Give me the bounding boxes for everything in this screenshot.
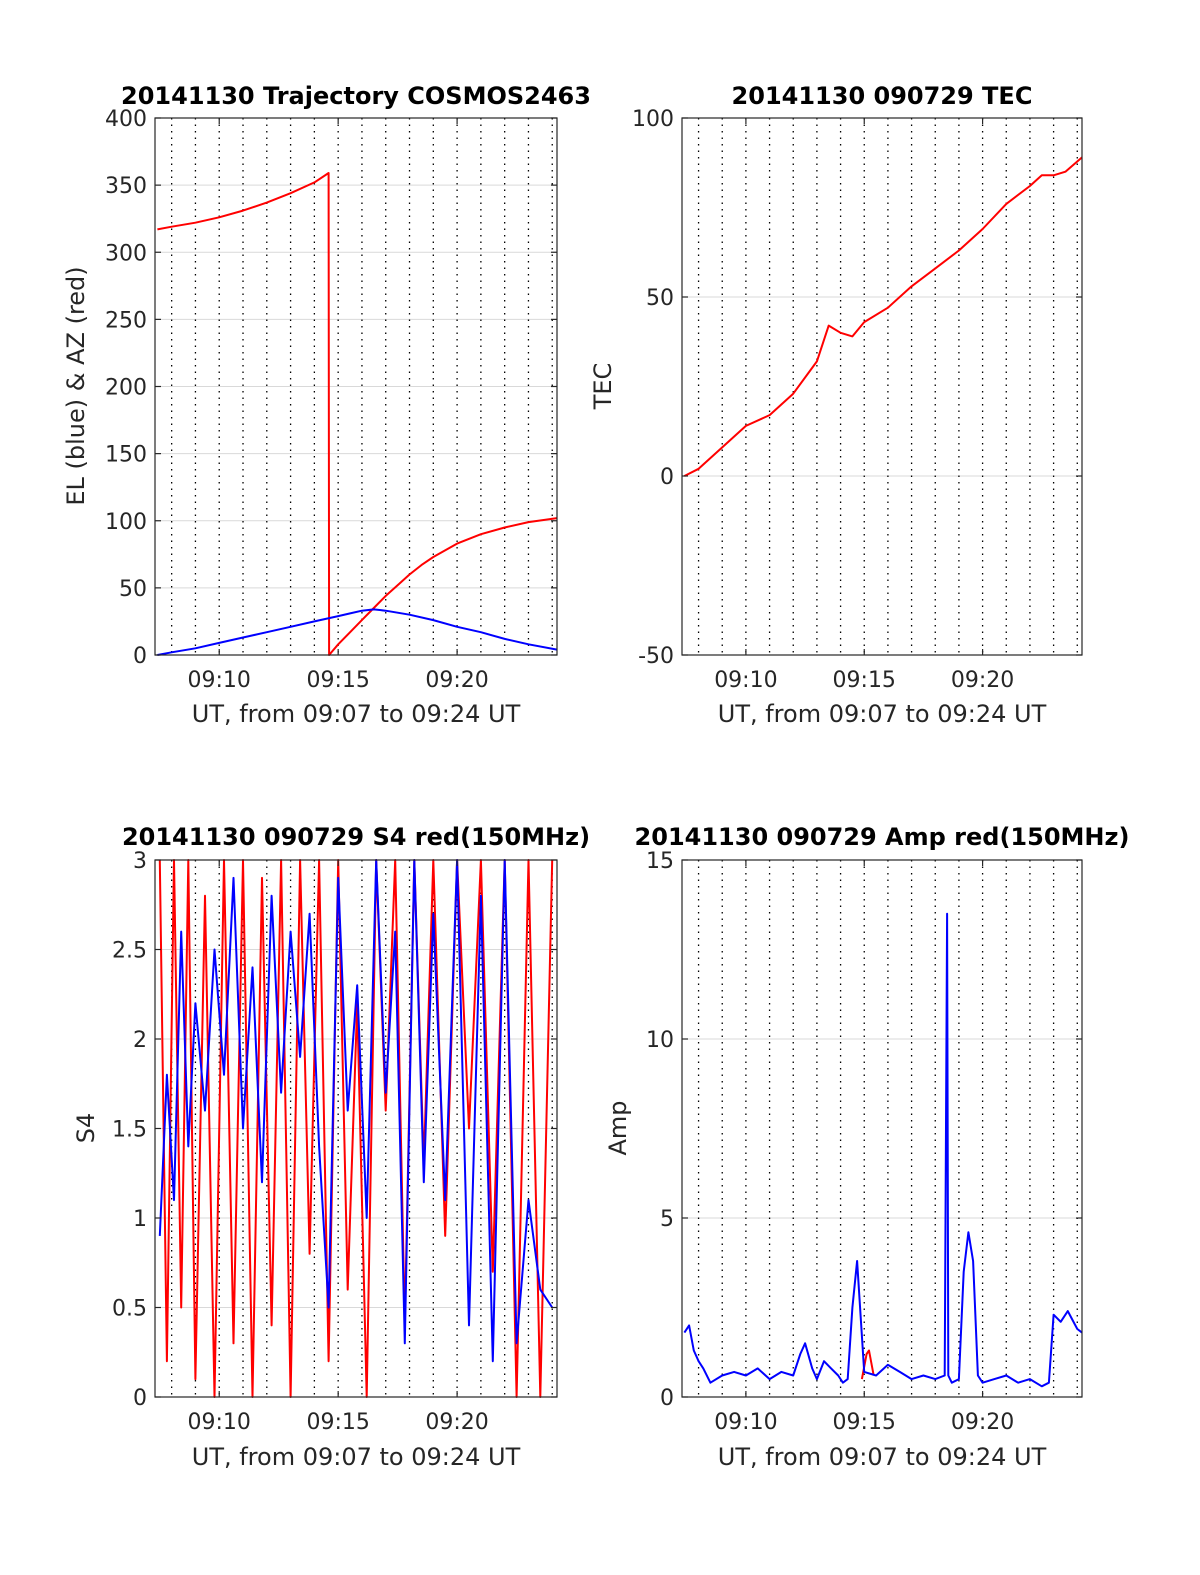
amp-ytick-label: 10 <box>646 1028 674 1053</box>
amp-ylabel: Amp <box>604 1100 632 1155</box>
amp-panel: 20141130 090729 Amp red(150MHz) UT, from… <box>604 823 1129 1471</box>
trajectory-ytick-label: 200 <box>105 376 147 401</box>
tec-ytick-label: 0 <box>660 465 674 490</box>
tec-series-a-line <box>683 156 1083 477</box>
trajectory-ytick-label: 150 <box>105 443 147 468</box>
s4-xtick-label: 09:15 <box>306 1410 369 1435</box>
s4-ytick-label: 0.5 <box>112 1297 147 1322</box>
trajectory-ytick-label: 250 <box>105 308 147 333</box>
tec-ytick-label: 100 <box>632 107 674 132</box>
tec-xlabel: UT, from 09:07 to 09:24 UT <box>718 700 1047 728</box>
s4-panel: 20141130 090729 S4 red(150MHz) UT, from … <box>72 823 590 1471</box>
s4-ylabel: S4 <box>72 1113 100 1144</box>
tec-xtick-label: 09:10 <box>714 668 777 693</box>
tec-ytick-label: -50 <box>638 644 674 669</box>
trajectory-ylabel: EL (blue) & AZ (red) <box>62 266 90 505</box>
trajectory-ytick-label: 350 <box>105 174 147 199</box>
trajectory-xtick-label: 09:20 <box>425 668 488 693</box>
trajectory-ytick-label: 100 <box>105 510 147 535</box>
trajectory-xtick-label: 09:10 <box>188 668 251 693</box>
amp-series-b-line <box>683 912 1083 1388</box>
trajectory-series-a-line <box>157 172 558 656</box>
trajectory-ytick-label: 0 <box>133 644 147 669</box>
trajectory-series-b-line <box>157 608 558 656</box>
trajectory-xtick-label: 09:15 <box>306 668 369 693</box>
tec-ytick-label: 50 <box>646 286 674 311</box>
s4-xtick-label: 09:10 <box>188 1410 251 1435</box>
s4-xlabel: UT, from 09:07 to 09:24 UT <box>192 1443 521 1471</box>
amp-plot-area <box>682 860 1082 1397</box>
amp-xtick-label: 09:20 <box>951 1410 1014 1435</box>
tec-ylabel: TEC <box>589 363 617 411</box>
s4-series-b-line <box>158 859 554 1363</box>
s4-ytick-label: 1.5 <box>112 1118 147 1143</box>
tec-xtick-label: 09:15 <box>833 668 896 693</box>
s4-title: 20141130 090729 S4 red(150MHz) <box>122 823 590 851</box>
tec-axes-box <box>681 117 1083 656</box>
trajectory-ytick-label: 50 <box>119 577 147 602</box>
tec-plot-area <box>682 118 1082 655</box>
trajectory-panel: 20141130 Trajectory COSMOS2463 UT, from … <box>62 82 591 728</box>
amp-ytick-label: 15 <box>646 849 674 874</box>
s4-xtick-label: 09:20 <box>425 1410 488 1435</box>
tec-panel: 20141130 090729 TEC UT, from 09:07 to 09… <box>589 82 1083 728</box>
amp-ytick-label: 5 <box>660 1207 674 1232</box>
trajectory-title: 20141130 Trajectory COSMOS2463 <box>121 82 591 110</box>
amp-xtick-label: 09:10 <box>714 1410 777 1435</box>
s4-ytick-label: 2 <box>133 1028 147 1053</box>
trajectory-ytick-label: 300 <box>105 241 147 266</box>
tec-xtick-label: 09:20 <box>951 668 1014 693</box>
amp-xtick-label: 09:15 <box>833 1410 896 1435</box>
trajectory-xlabel: UT, from 09:07 to 09:24 UT <box>192 700 521 728</box>
s4-ytick-label: 3 <box>133 849 147 874</box>
trajectory-ytick-label: 400 <box>105 107 147 132</box>
amp-title: 20141130 090729 Amp red(150MHz) <box>635 823 1130 851</box>
amp-xlabel: UT, from 09:07 to 09:24 UT <box>718 1443 1047 1471</box>
s4-ytick-label: 2.5 <box>112 939 147 964</box>
tec-title: 20141130 090729 TEC <box>732 82 1033 110</box>
s4-ytick-label: 1 <box>133 1207 147 1232</box>
amp-ytick-label: 0 <box>660 1386 674 1411</box>
s4-ytick-label: 0 <box>133 1386 147 1411</box>
amp-axes-box <box>681 859 1083 1398</box>
